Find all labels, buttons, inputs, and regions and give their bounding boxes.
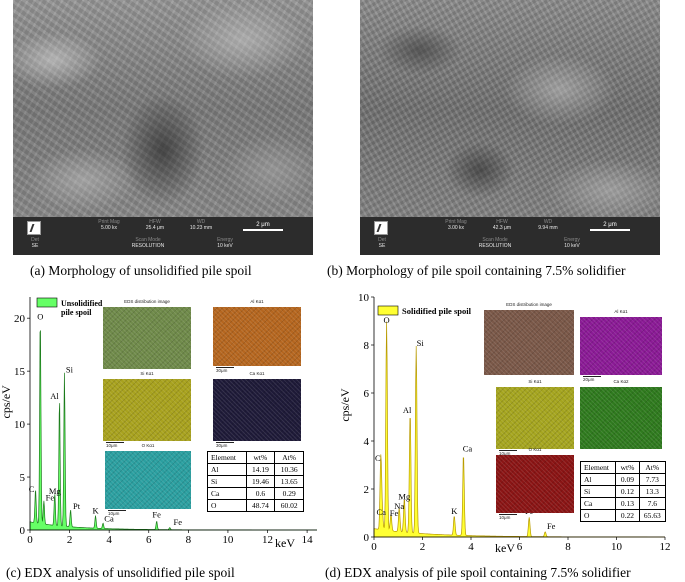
sem-micrograph-solidified	[360, 0, 660, 217]
sem-micrograph-unsolidified	[13, 0, 313, 217]
y-tick-label: 5	[20, 472, 26, 484]
table-row: Ca 0.13 7.6	[579, 497, 666, 510]
table-row: Si 0.12 13.3	[579, 485, 666, 498]
sem-image-a: Print Mag 5.00 kx HFW 25.4 μm WD 10.23 mm D…	[13, 0, 313, 255]
info-cell: HFW 25.4 μm	[145, 219, 165, 231]
table-row: Al 0.09 7.73	[579, 473, 666, 486]
peak-label: Fe	[152, 510, 161, 520]
scale-bar: 2 μm	[243, 222, 283, 231]
composition-table-c: Element wt% At% Al 14.19 10.36 Si 19.46 13.65 …	[207, 451, 304, 512]
x-tick-label: 6	[146, 534, 152, 546]
table-header-row: Element wt% At%	[207, 451, 304, 464]
y-tick-label: 20	[14, 313, 26, 325]
x-axis-label: keV	[275, 536, 295, 550]
caption-b: (b) Morphology of pile spoil containing …	[327, 263, 626, 278]
map-si-d: Si Kα1 10μm	[496, 379, 574, 456]
info-cell: Scan Mode RESOLUTION	[131, 237, 165, 249]
peak-label: Al	[50, 391, 59, 401]
info-cell: Det SE	[378, 237, 386, 249]
table-row: O 0.22 65.63	[579, 509, 666, 522]
map-o-c: O Kα1 10μm	[105, 443, 191, 516]
caption-a: (a) Morphology of unsolidified pile spoi…	[30, 263, 252, 278]
sem-image-b: Print Mag 3.00 kx HFW 42.3 μm WD 9.94 mm De…	[360, 0, 660, 255]
y-axis-label: cps/eV	[0, 385, 13, 419]
peak-label: Fe	[46, 493, 55, 503]
peak-label: K	[92, 505, 99, 515]
info-cell: Det SE	[31, 237, 39, 249]
info-cell: Print Mag 3.00 kx	[445, 219, 467, 231]
legend-label: Unsolidified pile spoil	[61, 299, 103, 317]
info-cell: Energy 10 keV	[217, 237, 233, 249]
microscope-logo-icon	[374, 221, 388, 235]
scale-bar: 2 μm	[590, 222, 630, 231]
map-si-c: Si Kα1 10μm	[103, 371, 191, 448]
y-tick-label: 10	[14, 419, 26, 431]
map-o-d: O Kα1 10μm	[496, 447, 574, 520]
legend-swatch	[36, 297, 58, 308]
peak-label: Fe	[173, 517, 182, 527]
x-tick-label: 8	[186, 534, 192, 546]
peak-label: Si	[66, 364, 74, 374]
map-al-c: Al Kα1 30μm	[213, 299, 301, 373]
table-row: Al 14.19 10.36	[207, 463, 304, 476]
composition-table-d: Element wt% At% Al 0.09 7.73 Si 0.12 13.3 Ca 0.…	[579, 461, 666, 522]
eds-distribution-image-d: EDS distribution image	[484, 302, 574, 375]
x-tick-label: 4	[106, 534, 112, 546]
info-cell: WD 10.23 mm	[189, 219, 213, 231]
peak-label: O	[37, 311, 43, 321]
x-tick-label: 0	[27, 534, 33, 546]
info-cell: Energy 10 keV	[564, 237, 580, 249]
info-cell: Scan Mode RESOLUTION	[478, 237, 512, 249]
peak-label: Pt	[73, 501, 81, 511]
sem-info-bar: Print Mag 5.00 kx HFW 25.4 μm WD 10.23 mm D…	[13, 217, 313, 255]
y-tick-label: 15	[14, 366, 26, 378]
caption-d: (d) EDX analysis of pile spoil containin…	[325, 565, 631, 580]
sem-info-bar: Print Mag 3.00 kx HFW 42.3 μm WD 9.94 mm De…	[360, 217, 660, 255]
map-ca-c: Ca Kα1 30μm	[213, 371, 301, 448]
info-cell: Print Mag 5.00 kx	[98, 219, 120, 231]
eds-distribution-image-c: EDS distribution image	[103, 299, 191, 369]
peak-label: Mg	[49, 486, 62, 496]
table-row: O 48.74 60.02	[207, 499, 304, 512]
y-tick-label: 0	[20, 525, 26, 537]
table-header-row: Element wt% At%	[579, 461, 666, 474]
info-cell: WD 9.94 mm	[538, 219, 558, 231]
x-tick-label: 14	[302, 534, 314, 546]
table-row: Si 19.46 13.65	[207, 475, 304, 488]
peak-label: C	[29, 484, 35, 494]
peak-label: Ca	[104, 514, 114, 524]
microscope-logo-icon	[27, 221, 41, 235]
x-tick-label: 10	[222, 534, 234, 546]
x-tick-label: 12	[262, 534, 273, 546]
info-cell: HFW 42.3 μm	[492, 219, 512, 231]
caption-c: (c) EDX analysis of unsolidified pile sp…	[6, 565, 235, 580]
map-al-d: Al Kα1 20μm	[580, 309, 662, 382]
table-row: Ca 0.6 0.29	[207, 487, 304, 500]
x-tick-label: 2	[67, 534, 73, 546]
map-ca-d: Ca Kα2	[580, 379, 662, 449]
